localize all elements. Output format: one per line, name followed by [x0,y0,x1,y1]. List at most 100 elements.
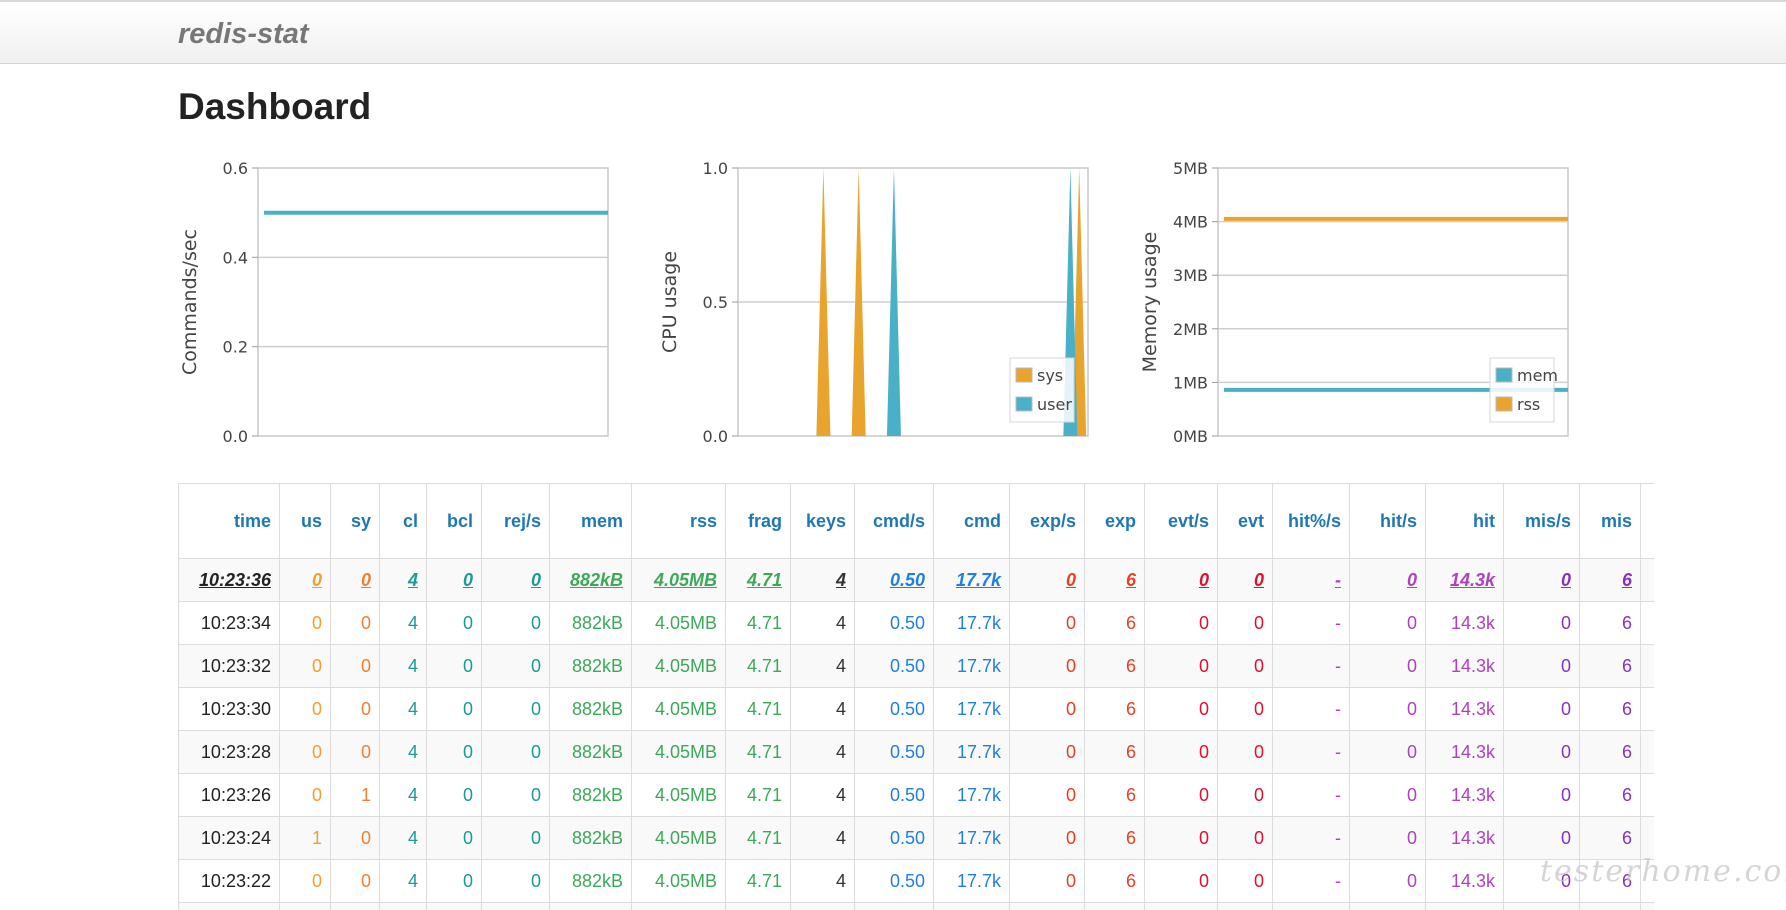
cell-mis: 6 [1579,816,1641,860]
cell-mem: 882kB [549,773,632,817]
legend-swatch [1015,367,1033,383]
cell-cmd-s: 0.50 [854,687,934,731]
cell-evt: 0 [1217,773,1273,817]
cell-exp: 6 [1084,644,1145,688]
cell-cmd [933,902,1010,910]
cell-cmd: 17.7k [933,816,1010,860]
cell-cmd: 17.7k [933,558,1010,602]
cell-sy: 0 [330,558,380,602]
cell-cmd: 17.7k [933,773,1010,817]
cell-bcl: 0 [426,816,482,860]
y-tick-label: 0.6 [223,159,248,178]
cell-time: 10:23:32 [178,644,280,688]
column-header-mis-s: mis/s [1503,483,1580,559]
table-row: 10:23:26 0 1 4 0 0 882kB 4.05MB 4.71 4 0.50 17.7k 0 6… [178,773,1654,817]
column-header-cmd: cmd [933,483,1010,559]
cell-cmd: 17.7k [933,687,1010,731]
column-header-rej-s: rej/s [481,483,550,559]
column-header-evt-s: evt/s [1144,483,1218,559]
cell-aofcs: 0B [1640,773,1654,817]
cell-sy [330,902,380,910]
cell-mem: 882kB [549,687,632,731]
cell-hit-s: 0 [1349,558,1426,602]
y-tick-label: 0.0 [703,427,728,446]
cell-evt: 0 [1217,558,1273,602]
cell-hit-s: - [1272,601,1350,645]
cell-keys: 4 [790,773,855,817]
cell-hit: 14.3k [1425,601,1504,645]
cell-mem: 882kB [549,558,632,602]
cell-mis-s: 0 [1503,687,1580,731]
cell-hit-s: 0 [1349,773,1426,817]
cell-mem: 882kB [549,816,632,860]
column-header-exp: exp [1084,483,1145,559]
legend-label: mem [1517,366,1558,385]
y-axis-label: Memory usage [1139,232,1161,373]
cell-us: 0 [279,601,331,645]
cell-evt: 0 [1217,816,1273,860]
cell-exp-s: 0 [1009,773,1085,817]
cell-evt-s: 0 [1144,687,1218,731]
cell-mem [549,902,632,910]
legend-label: sys [1037,366,1063,385]
cell-rej-s [481,902,550,910]
cell-hit-s: 0 [1349,601,1426,645]
cell-rej-s: 0 [481,773,550,817]
cell-keys: 4 [790,730,855,774]
cpu-spike-sys [851,168,866,436]
cell-hit: 14.3k [1425,687,1504,731]
table-row: 10:23:36 0 0 4 0 0 882kB 4.05MB 4.71 4 0.50 17.7k 0 6… [178,558,1654,602]
cell-time: 10:23:36 [178,558,280,602]
cell-bcl [426,902,482,910]
cell-exp-s: 0 [1009,601,1085,645]
cell-cl: 4 [379,773,427,817]
cell-keys: 4 [790,816,855,860]
y-tick-label: 0.0 [223,427,248,446]
page-title: Dashboard [178,86,372,127]
top-navbar: redis-stat [0,0,1786,64]
cell-hit-s: 0 [1349,644,1426,688]
cell-mem: 882kB [549,601,632,645]
cell-hit-s: - [1272,644,1350,688]
cell-time: 10:23:26 [178,773,280,817]
cell-evt: 0 [1217,687,1273,731]
cell-aofcs: 0B [1640,816,1654,860]
cell-cmd: 17.7k [933,730,1010,774]
table-row: 10:23:28 0 0 4 0 0 882kB 4.05MB 4.71 4 0.50 17.7k 0 6… [178,730,1654,774]
cell-cl: 4 [379,859,427,903]
cell-frag: 4.71 [725,773,791,817]
legend-swatch [1495,396,1513,412]
table-row: 10:23:32 0 0 4 0 0 882kB 4.05MB 4.71 4 0.50 17.7k 0 6… [178,644,1654,688]
watermark: testerhome.com [1540,854,1786,889]
cell-keys: 4 [790,644,855,688]
cell-frag: 4.71 [725,859,791,903]
cell-exp: 6 [1084,730,1145,774]
cell-rej-s: 0 [481,601,550,645]
stats-table-container[interactable]: time us sy cl bcl rej/s mem rss frag keys cmd/s cmd… [178,483,1654,910]
cell-mis-s: 0 [1503,730,1580,774]
legend-swatch [1015,396,1033,412]
cell-aofcs: 0B [1640,601,1654,645]
cell-mis-s: 0 [1503,773,1580,817]
column-header-rss: rss [631,483,726,559]
legend-label: rss [1517,395,1540,414]
cell-cmd-s: 0.50 [854,730,934,774]
column-header-hit-s: hit/s [1349,483,1426,559]
cell-evt: 0 [1217,644,1273,688]
cell-keys: 4 [790,859,855,903]
column-header-bcl: bcl [426,483,482,559]
cell-us: 0 [279,644,331,688]
cell-hit: 14.3k [1425,859,1504,903]
cell-mem: 882kB [549,859,632,903]
cell-cmd-s: 0.50 [854,816,934,860]
cell-evt-s [1144,902,1218,910]
cell-frag: 4.71 [725,816,791,860]
cell-evt-s: 0 [1144,601,1218,645]
cell-mis [1579,902,1641,910]
cell-mis: 6 [1579,730,1641,774]
cell-cmd: 17.7k [933,601,1010,645]
cell-mis: 6 [1579,687,1641,731]
cell-rej-s: 0 [481,687,550,731]
cell-hit-s: - [1272,773,1350,817]
brand-link[interactable]: redis-stat [178,18,309,50]
